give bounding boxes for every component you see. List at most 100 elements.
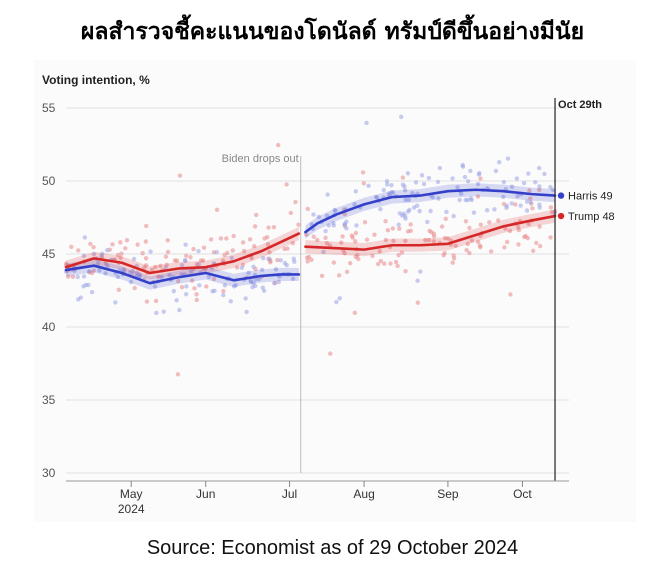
poll-dot (89, 289, 95, 295)
poll-dot (214, 249, 219, 255)
poll-dot (282, 246, 287, 252)
poll-dot (430, 195, 436, 200)
poll-dot (276, 142, 281, 148)
poll-dot (123, 246, 128, 251)
poll-dot (548, 235, 553, 240)
y-tick-label: 35 (42, 393, 56, 407)
poll-dot (305, 259, 310, 264)
poll-dot (389, 183, 394, 188)
poll-dot (105, 263, 110, 268)
x-tick-label: May (120, 487, 143, 501)
poll-dot (331, 220, 336, 226)
poll-dot (475, 239, 481, 245)
x-tick-sublabel: 2024 (118, 502, 145, 516)
poll-dot (421, 181, 427, 187)
poll-dot (501, 194, 506, 200)
poll-dot (188, 269, 194, 274)
headline: ผลสำรวจชี้คะแนนของโดนัลด์ ทรัมป์ดีขึ้นอย… (80, 19, 585, 45)
poll-dot (478, 176, 483, 181)
poll-dot (537, 224, 542, 229)
poll-dot (396, 222, 401, 227)
poll-dot (348, 261, 353, 266)
poll-dot (488, 249, 494, 254)
poll-dot (260, 285, 266, 290)
poll-dot (385, 228, 391, 233)
poll-dot (528, 196, 533, 201)
poll-dot (221, 288, 226, 294)
poll-dot (518, 203, 523, 208)
poll-dot (247, 237, 253, 242)
poll-dot (325, 192, 330, 197)
poll-dot (414, 203, 420, 208)
y-tick-label: 55 (42, 101, 56, 115)
poll-dot (532, 179, 538, 185)
poll-dot (542, 171, 547, 177)
poll-dot (179, 263, 185, 268)
poll-dot (259, 267, 265, 273)
poll-dot (417, 208, 422, 214)
poll-dot (342, 222, 348, 227)
poll-dot (197, 283, 202, 288)
poll-dot (177, 307, 182, 313)
poll-dot (360, 170, 366, 175)
poll-dot (284, 182, 289, 187)
poll-dot (352, 310, 357, 315)
poll-dot (224, 250, 230, 256)
poll-dot (131, 256, 137, 262)
confidence-band (305, 183, 556, 239)
poll-dot (378, 258, 384, 264)
poll-dot (231, 284, 237, 289)
poll-dot (95, 261, 101, 266)
poll-dot (403, 269, 408, 274)
poll-dot (475, 194, 481, 199)
poll-dot (240, 240, 246, 245)
poll-dot (86, 269, 92, 274)
poll-dot (497, 159, 502, 165)
poll-dot (201, 245, 207, 250)
poll-dot (400, 175, 406, 180)
x-tick-label: Oct (513, 487, 532, 501)
poll-dot (423, 237, 428, 243)
confidence-band (305, 209, 556, 257)
poll-dot (118, 255, 123, 261)
poll-dot (334, 299, 339, 305)
poll-dot (372, 232, 377, 237)
poll-dot (104, 248, 110, 253)
poll-dot (521, 180, 527, 186)
poll-dot (142, 265, 147, 270)
poll-dot (399, 114, 404, 119)
poll-dot (451, 253, 456, 258)
poll-dot (469, 238, 474, 243)
poll-dot (525, 235, 530, 241)
poll-dot (390, 190, 396, 195)
poll-dot (364, 120, 369, 126)
poll-dot (262, 236, 267, 241)
poll-dot (211, 276, 217, 282)
poll-dot (509, 201, 514, 206)
poll-dot (362, 220, 368, 225)
poll-dot (408, 228, 413, 233)
poll-dot (516, 227, 522, 233)
poll-dot (493, 168, 499, 174)
poll-dot (427, 228, 432, 233)
poll-dot (528, 200, 533, 205)
poll-dot (115, 274, 121, 280)
x-tick-label: Jul (282, 487, 297, 501)
poll-dot (184, 284, 189, 289)
poll-dot (467, 250, 472, 256)
poll-dot (534, 240, 539, 246)
poll-dot (228, 299, 233, 304)
poll-dot (383, 218, 388, 224)
poll-dot (174, 258, 180, 263)
poll-dot (442, 250, 447, 256)
poll-dot (140, 251, 145, 256)
poll-dot (464, 247, 469, 253)
poll-dot (153, 298, 159, 304)
poll-dot (149, 267, 155, 273)
poll-dot (502, 245, 507, 250)
poll-dot (353, 230, 359, 236)
poll-dot (183, 242, 188, 247)
poll-dot (355, 252, 360, 258)
poll-dot (353, 189, 359, 194)
x-tick-label: Aug (353, 487, 374, 501)
